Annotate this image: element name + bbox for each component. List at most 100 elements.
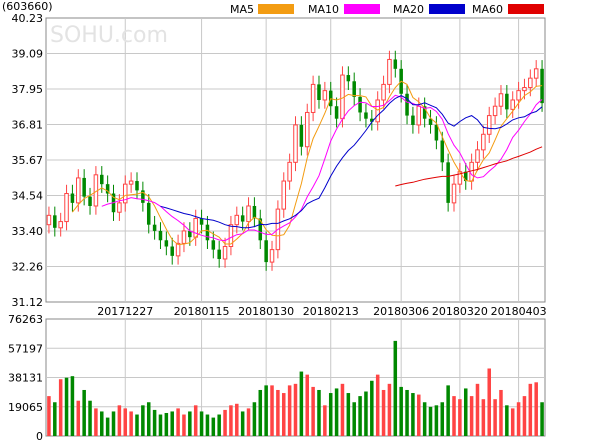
volume-bar <box>100 411 104 436</box>
volume-bar <box>340 383 345 436</box>
candle-body-up <box>58 221 63 229</box>
volume-bar <box>364 391 368 436</box>
volume-bar <box>252 402 257 436</box>
volume-bar <box>516 402 521 436</box>
volume-tick-label: 76263 <box>8 313 43 326</box>
candle-body-up <box>451 183 457 204</box>
candle-body-up <box>522 87 527 92</box>
volume-bar <box>217 414 221 436</box>
volume-bar <box>346 393 351 436</box>
price-tick-label: 40.23 <box>12 12 44 25</box>
candle-body-up <box>481 133 486 151</box>
volume-bar <box>534 382 538 436</box>
volume-bar <box>47 396 51 436</box>
candle-body-up <box>64 193 69 223</box>
volume-bar <box>522 396 527 436</box>
candle-body-up <box>269 249 275 263</box>
candle-body-down <box>152 224 157 231</box>
date-tick-label: 20171227 <box>97 305 153 318</box>
volume-bar <box>199 411 204 436</box>
volume-bar <box>323 405 327 436</box>
legend-swatch-ma10 <box>344 4 380 14</box>
candle-body-down <box>105 184 110 194</box>
volume-bar <box>146 402 151 436</box>
volume-bar <box>229 405 233 436</box>
volume-bar <box>240 411 245 436</box>
volume-bar <box>317 389 321 436</box>
volume-bar <box>405 389 409 436</box>
candle-body-down <box>158 230 163 241</box>
volume-tick-label: 19065 <box>8 401 43 414</box>
volume-bar <box>270 385 274 436</box>
volume-bar <box>211 417 216 436</box>
price-tick-label: 34.54 <box>12 190 44 203</box>
candle-body-down <box>299 124 304 147</box>
candle-body-down <box>264 240 268 263</box>
volume-bar <box>276 389 280 436</box>
legend-swatch-ma60 <box>508 4 544 14</box>
legend-label-ma5: MA5 <box>230 3 254 16</box>
volume-bar <box>117 405 122 436</box>
candle-body-up <box>117 202 122 213</box>
candle-body-up <box>228 224 234 248</box>
candle-body-down <box>317 84 321 100</box>
volume-bar <box>510 408 515 436</box>
candle-body-up <box>128 180 134 185</box>
candle-body-down <box>211 240 216 250</box>
candle-body-down <box>411 115 415 125</box>
candle-body-down <box>258 218 263 241</box>
date-tick-label: 20180115 <box>174 305 230 318</box>
volume-bar <box>53 402 57 436</box>
candle-body-up <box>46 214 52 226</box>
ma5-line <box>72 80 543 246</box>
volume-bar <box>193 405 198 436</box>
volume-bar <box>481 399 486 436</box>
volume-bar <box>446 385 450 436</box>
legend-swatch-ma5 <box>258 4 294 14</box>
candle-body-up <box>175 242 181 257</box>
candle-body-up <box>181 230 187 244</box>
candle-body-down <box>364 112 368 119</box>
volume-bar <box>452 396 456 436</box>
volume-bar <box>235 403 239 436</box>
volume-bar <box>82 389 86 436</box>
candle-body-down <box>141 190 145 203</box>
candle-body-up <box>76 177 81 204</box>
volume-bar <box>170 411 174 436</box>
volume-bar <box>164 412 169 436</box>
price-tick-label: 39.09 <box>12 48 44 61</box>
volume-bar <box>94 408 98 436</box>
volume-bar <box>463 388 468 436</box>
candle-body-down <box>188 230 192 238</box>
candle-body-up <box>304 111 310 148</box>
legend-label-ma60: MA60 <box>472 3 503 16</box>
volume-bar <box>305 374 310 436</box>
volume-bar <box>399 386 403 436</box>
volume-bar <box>358 396 362 436</box>
volume-bar <box>370 380 374 436</box>
volume-bar <box>422 402 427 436</box>
volume-bar <box>281 393 286 436</box>
volume-bar <box>182 414 186 436</box>
volume-bar <box>528 383 533 436</box>
legend-label-ma20: MA20 <box>393 3 424 16</box>
candle-body-down <box>252 205 257 219</box>
legend-label-ma10: MA10 <box>308 3 339 16</box>
volume-bar <box>105 417 110 436</box>
candle-body-down <box>53 215 57 228</box>
volume-bar <box>129 411 133 436</box>
candle-body-up <box>416 105 422 126</box>
candle-body-down <box>88 196 92 206</box>
volume-tick-label: 57197 <box>8 342 43 355</box>
ma60-line <box>395 146 543 187</box>
price-tick-label: 31.12 <box>12 296 44 309</box>
volume-bar <box>375 374 380 436</box>
volume-bar <box>458 399 462 436</box>
candle-body-up <box>234 214 240 226</box>
price-tick-label: 35.67 <box>12 154 44 167</box>
volume-bar <box>293 383 298 436</box>
candle-body-down <box>170 246 174 256</box>
price-tick-label: 36.81 <box>12 119 44 132</box>
